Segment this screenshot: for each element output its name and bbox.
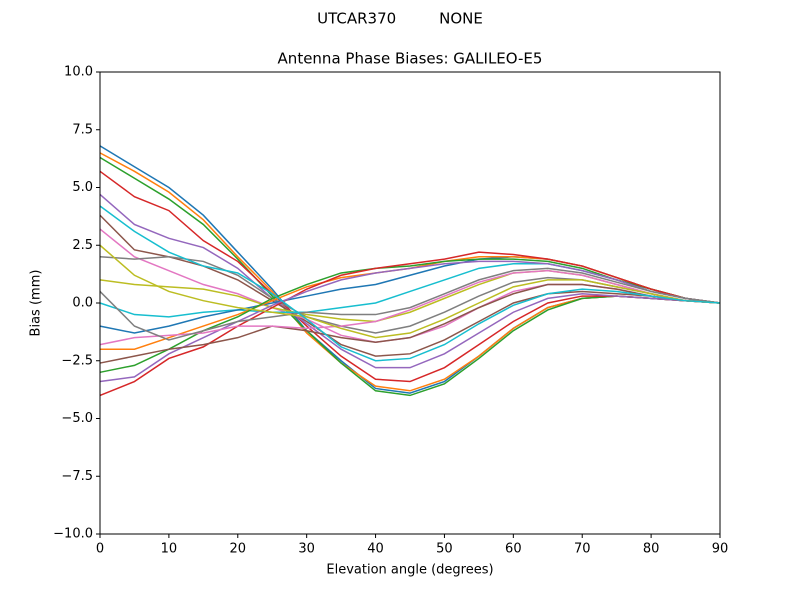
y-tick-label: −7.5 — [61, 469, 93, 484]
x-tick-label: 30 — [298, 542, 315, 557]
x-tick-label: 50 — [436, 542, 453, 557]
x-tick-label: 70 — [574, 542, 591, 557]
y-tick-label: 7.5 — [72, 122, 93, 137]
x-tick-label: 10 — [161, 542, 178, 557]
series-line — [99, 283, 721, 364]
x-tick-label: 80 — [643, 542, 660, 557]
y-tick-label: −10.0 — [53, 527, 93, 542]
series-line — [99, 260, 721, 383]
y-tick-label: −5.0 — [61, 411, 93, 426]
series-line — [99, 251, 721, 397]
suptitle: UTCAR370 NONE — [317, 10, 483, 28]
series-line — [99, 193, 721, 369]
y-tick-label: 2.5 — [72, 238, 93, 253]
y-tick-label: 0.0 — [72, 296, 93, 311]
y-axis-label: Bias (mm) — [29, 270, 44, 337]
y-tick-label: −2.5 — [61, 353, 93, 368]
x-axis-label: Elevation angle (degrees) — [326, 563, 493, 578]
series-line — [99, 205, 721, 362]
x-tick-label: 60 — [505, 542, 522, 557]
x-tick-label: 40 — [367, 542, 384, 557]
x-tick-label: 20 — [230, 542, 247, 557]
series-line — [99, 267, 721, 341]
y-tick-label: 5.0 — [72, 180, 93, 195]
y-tick-label: 10.0 — [64, 65, 93, 80]
x-tick-label: 90 — [712, 542, 729, 557]
series-line — [99, 269, 721, 346]
chart-title: Antenna Phase Biases: GALILEO-E5 — [278, 50, 543, 68]
x-tick-label: 0 — [96, 542, 104, 557]
series-line — [99, 244, 721, 339]
